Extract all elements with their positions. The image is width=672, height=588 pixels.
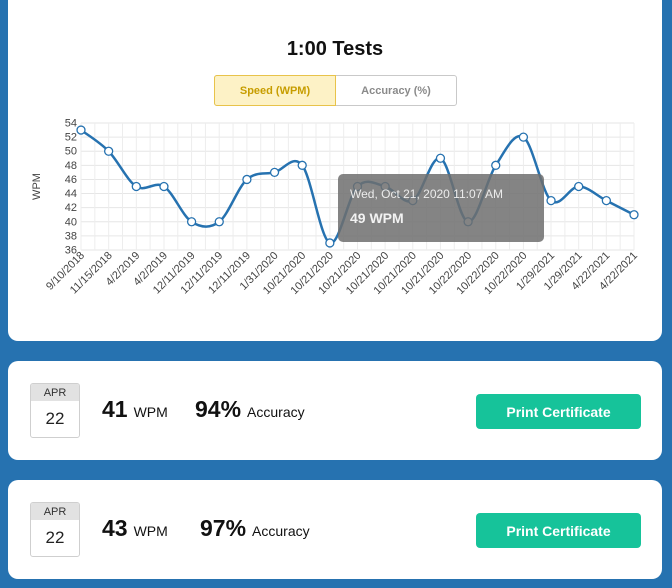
date-day: 22 — [45, 528, 65, 547]
test-result-card: APR 22 43 WPM 97% Accuracy Print Certifi… — [8, 480, 662, 579]
print-certificate-button[interactable]: Print Certificate — [476, 513, 641, 548]
data-point[interactable] — [76, 125, 86, 135]
date-month: APR — [31, 503, 79, 520]
wpm-unit: WPM — [133, 404, 168, 420]
y-tick-label: 54 — [65, 118, 77, 130]
accuracy-stat: 97% Accuracy — [200, 515, 310, 542]
data-point[interactable] — [297, 160, 307, 170]
date-day: 22 — [45, 409, 65, 428]
y-tick-label: 36 — [65, 245, 77, 257]
accuracy-value: 97% — [200, 515, 247, 541]
data-point[interactable] — [518, 132, 529, 142]
accuracy-label: Accuracy — [247, 404, 305, 420]
tooltip-value: 49 WPM — [350, 210, 404, 226]
data-point[interactable] — [186, 217, 197, 227]
wpm-stat: 43 WPM — [102, 515, 168, 542]
data-point[interactable] — [574, 181, 584, 192]
tab-accuracy[interactable]: Accuracy (%) — [361, 84, 431, 97]
wpm-unit: WPM — [133, 523, 168, 539]
data-point[interactable] — [325, 238, 335, 248]
test-result-card: APR 22 41 WPM 94% Accuracy Print Certifi… — [8, 361, 662, 460]
data-point[interactable] — [491, 160, 501, 170]
chart-card: 1:00 Tests Speed (WPM) Accuracy (%) 36 38… — [8, 0, 662, 341]
data-point[interactable] — [629, 210, 639, 220]
data-point[interactable] — [546, 195, 556, 206]
data-point[interactable] — [131, 181, 141, 192]
y-tick-label: 38 — [65, 230, 77, 242]
wpm-value: 41 — [102, 396, 128, 422]
data-point[interactable] — [159, 181, 169, 192]
data-point[interactable] — [214, 217, 224, 227]
y-tick-label: 48 — [65, 160, 77, 172]
data-point[interactable] — [104, 146, 114, 156]
print-certificate-button[interactable]: Print Certificate — [476, 394, 641, 429]
accuracy-stat: 94% Accuracy — [195, 396, 305, 423]
metric-tabs: Speed (WPM) Accuracy (%) — [214, 75, 457, 106]
data-point[interactable] — [601, 195, 611, 206]
y-tick-label: 52 — [65, 132, 77, 144]
wpm-stat: 41 WPM — [102, 396, 168, 423]
y-tick-label: 42 — [65, 202, 77, 214]
wpm-value: 43 — [102, 515, 128, 541]
data-point[interactable] — [269, 167, 280, 178]
y-tick-label: 50 — [65, 146, 77, 158]
chart-tooltip — [338, 174, 544, 242]
accuracy-value: 94% — [195, 396, 242, 422]
page-title: 1:00 Tests — [286, 38, 384, 60]
tab-speed[interactable]: Speed (WPM) — [214, 75, 336, 106]
wpm-line-chart[interactable]: 36384042444648505254WPM9/10/201811/15/20… — [8, 110, 662, 341]
accuracy-label: Accuracy — [252, 523, 310, 539]
y-tick-label: 40 — [65, 216, 77, 228]
y-axis-label: WPM — [31, 173, 43, 200]
data-point[interactable] — [242, 174, 252, 185]
y-tick-label: 44 — [65, 188, 77, 200]
date-badge: APR 22 — [30, 502, 80, 557]
data-point[interactable] — [435, 153, 446, 163]
date-month: APR — [31, 384, 79, 401]
tooltip-date: Wed, Oct 21, 2020 11:07 AM — [350, 187, 503, 201]
date-badge: APR 22 — [30, 383, 80, 438]
y-tick-label: 46 — [65, 174, 77, 186]
